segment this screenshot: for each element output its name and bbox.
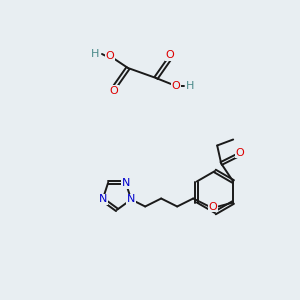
Text: H: H — [91, 49, 99, 59]
Text: O: O — [209, 202, 218, 212]
Text: O: O — [166, 50, 174, 60]
Text: N: N — [127, 194, 135, 205]
Text: N: N — [122, 178, 130, 188]
Text: O: O — [172, 81, 180, 91]
Text: O: O — [236, 148, 244, 158]
Text: N: N — [98, 194, 107, 205]
Text: H: H — [186, 81, 194, 91]
Text: O: O — [110, 86, 118, 96]
Text: O: O — [106, 51, 114, 61]
